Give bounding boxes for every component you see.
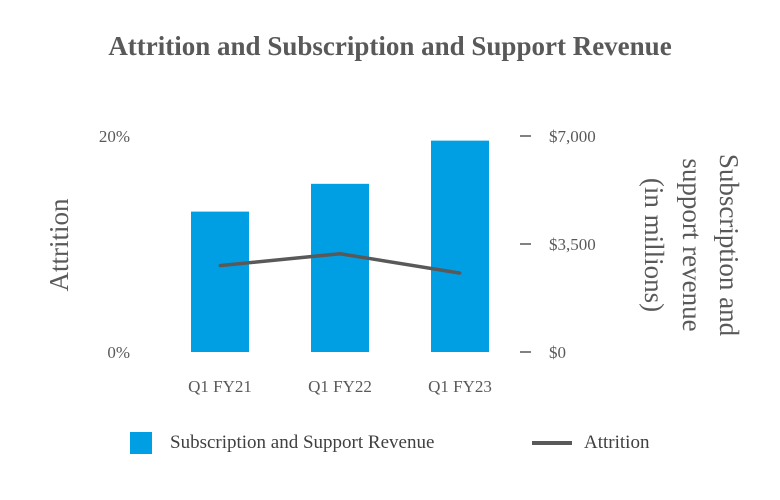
left-axis-title: Attrition	[44, 198, 74, 291]
line-point	[218, 264, 222, 268]
legend-label-attrition: Attrition	[584, 432, 650, 453]
right-axis-title-line: (in millions)	[639, 178, 669, 312]
legend-swatch-attrition	[532, 441, 572, 445]
x-tick-label: Q1 FY22	[308, 377, 372, 396]
x-tick-label: Q1 FY21	[188, 377, 252, 396]
legend-label-revenue: Subscription and Support Revenue	[170, 432, 435, 453]
line-point	[458, 271, 462, 275]
left-tick-label: 20%	[99, 127, 130, 146]
right-tick-label: $7,000	[549, 127, 596, 146]
line-point	[338, 252, 342, 256]
left-axis-ticks: 0% 20%	[99, 127, 130, 362]
right-axis-title-line: support revenue	[677, 158, 707, 331]
bar	[431, 140, 489, 352]
bar	[311, 183, 369, 352]
bar	[191, 211, 249, 352]
bar-series	[191, 140, 489, 352]
right-tick-label: $0	[549, 343, 566, 362]
legend-swatch-revenue	[130, 432, 152, 454]
right-axis-ticks: $0 $3,500 $7,000	[520, 127, 596, 362]
chart-title: Attrition and Subscription and Support R…	[108, 31, 672, 61]
line-series	[218, 251, 462, 275]
legend-item-attrition: Attrition	[532, 432, 649, 454]
right-axis-title-line: Subscription and	[714, 154, 744, 337]
right-tick-label: $3,500	[549, 235, 596, 254]
x-axis-ticks: Q1 FY21 Q1 FY22 Q1 FY23	[188, 377, 492, 396]
x-tick-label: Q1 FY23	[428, 377, 492, 396]
legend-item-revenue: Subscription and Support Revenue	[130, 432, 434, 454]
legend: Subscription and Support Revenue Attriti…	[0, 428, 780, 468]
left-tick-label: 0%	[107, 343, 130, 362]
